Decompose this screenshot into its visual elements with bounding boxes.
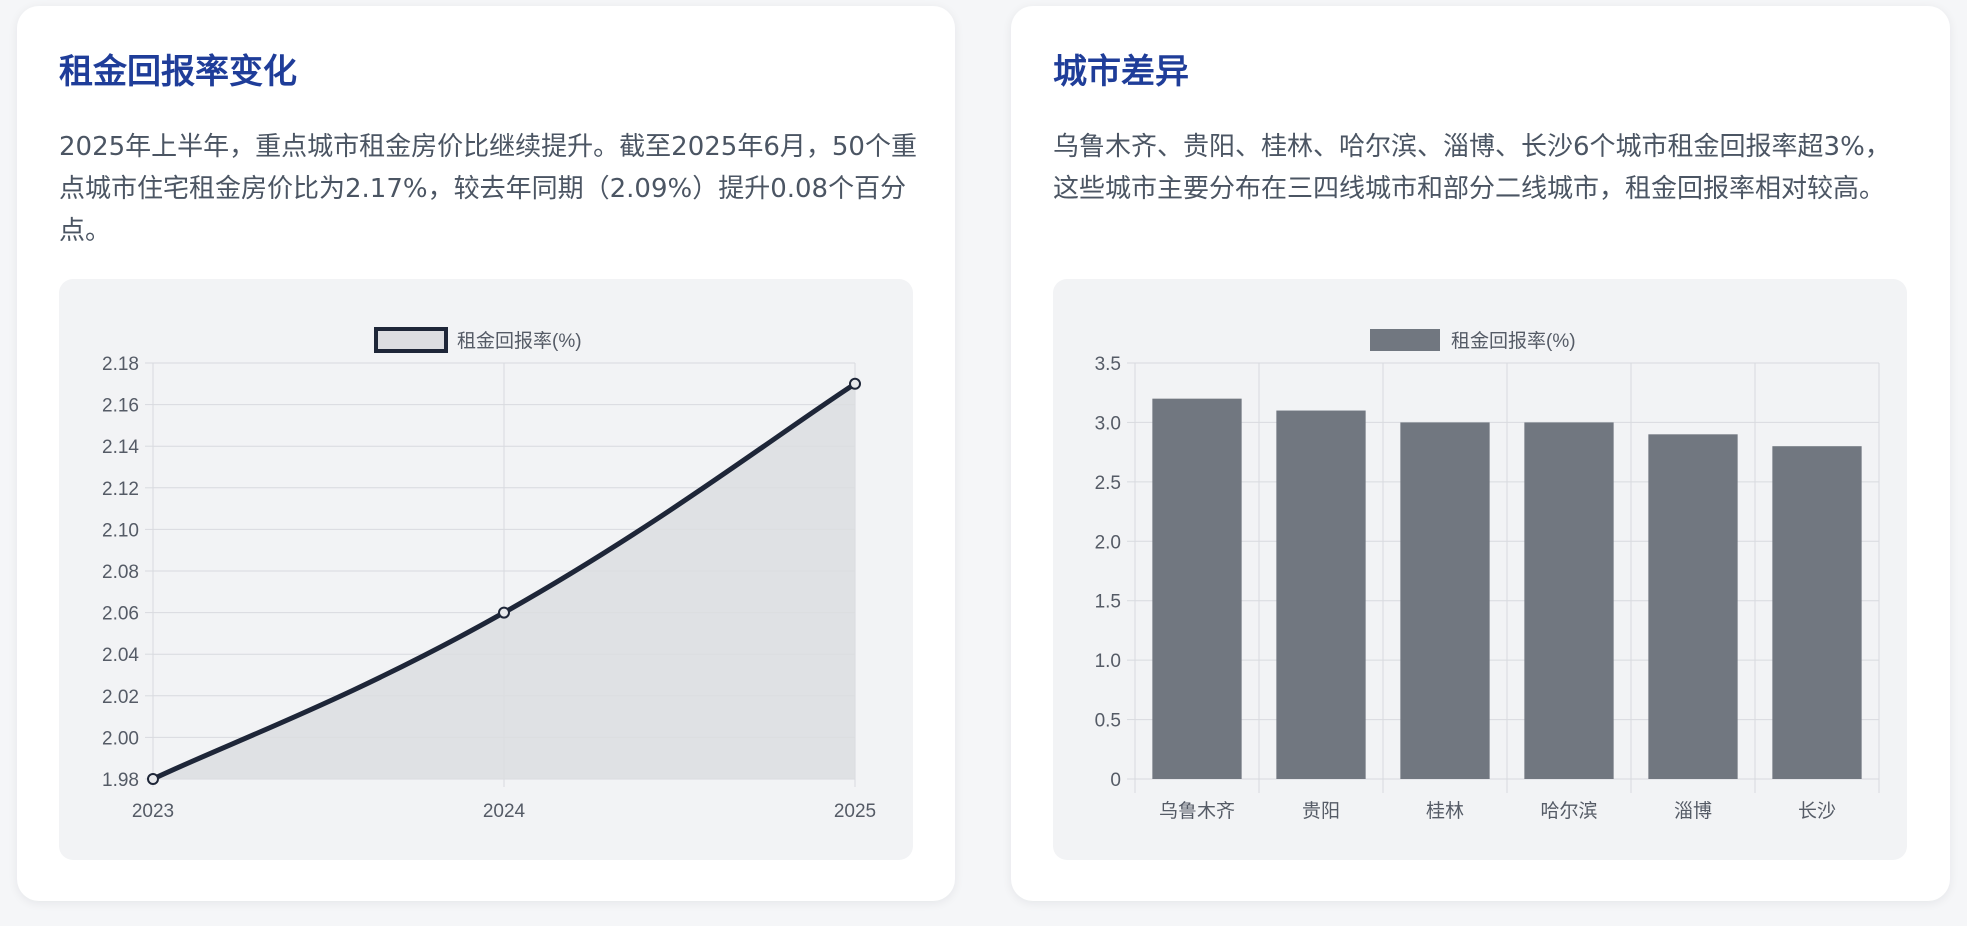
y-tick-label: 2.04: [102, 645, 139, 666]
series-area: [153, 383, 855, 779]
x-tick-label: 2024: [483, 801, 526, 822]
rent-yield-trend-card: 租金回报率变化 2025年上半年，重点城市租金房价比继续提升。截至2025年6月…: [17, 6, 955, 901]
x-tick-label: 2025: [834, 801, 876, 822]
line-chart-container: 2.18 2.16 2.14 2.12 2.10 2.08 2.06 2.04 2.02 2.00…: [59, 279, 913, 860]
y-tick-label: 2.06: [102, 604, 139, 625]
legend-label: 租金回报率(%): [457, 330, 582, 352]
y-tick-label: 0.5: [1095, 711, 1121, 732]
y-tick-label: 2.18: [102, 354, 139, 375]
x-tick-label: 桂林: [1426, 800, 1464, 822]
bar: [1648, 434, 1738, 779]
card-title: 租金回报率变化: [59, 52, 297, 92]
city-difference-card: 城市差异 乌鲁木齐、贵阳、桂林、哈尔滨、淄博、长沙6个城市租金回报率超3%，这些…: [1011, 6, 1950, 901]
bar-chart-container: 3.5 3.0 2.5 2.0 1.5 1.0 0.5 0 乌鲁木齐 贵阳 桂林 哈尔滨 淄博 长沙 租金回…: [1053, 279, 1907, 860]
data-point: [498, 606, 510, 619]
legend-label: 租金回报率(%): [1451, 330, 1576, 352]
y-tick-label: 1.98: [102, 770, 139, 791]
y-tick-label: 2.0: [1095, 532, 1121, 553]
y-tick-label: 1.0: [1095, 651, 1121, 672]
line-chart: 2.18 2.16 2.14 2.12 2.10 2.08 2.06 2.04 2.02 2.00…: [102, 327, 876, 822]
card-description: 乌鲁木齐、贵阳、桂林、哈尔滨、淄博、长沙6个城市租金回报率超3%，这些城市主要分…: [1053, 132, 1891, 204]
y-tick-label: 2.5: [1095, 473, 1121, 494]
data-point: [849, 377, 861, 390]
y-tick-label: 3.5: [1095, 354, 1121, 375]
legend-swatch: [1370, 329, 1440, 351]
y-tick-label: 2.16: [102, 396, 139, 417]
y-tick-label: 1.5: [1095, 592, 1121, 613]
y-tick-label: 2.08: [102, 562, 139, 583]
bar: [1276, 410, 1366, 779]
y-tick-label: 0: [1110, 770, 1121, 791]
bar: [1524, 422, 1614, 779]
y-tick-label: 2.12: [102, 479, 139, 500]
x-tick-label: 2023: [132, 801, 174, 822]
bar: [1400, 422, 1490, 779]
x-tick-label: 贵阳: [1302, 800, 1340, 822]
y-tick-label: 2.00: [102, 728, 139, 749]
x-tick-label: 哈尔滨: [1540, 800, 1597, 822]
data-point: [147, 773, 159, 785]
y-tick-label: 2.14: [102, 437, 139, 458]
legend-swatch: [374, 327, 448, 353]
bar-chart: 3.5 3.0 2.5 2.0 1.5 1.0 0.5 0 乌鲁木齐 贵阳 桂林 哈尔滨 淄博 长沙 租金回…: [1095, 329, 1880, 822]
y-tick-label: 2.02: [102, 687, 139, 708]
bar: [1152, 398, 1242, 779]
x-tick-label: 长沙: [1798, 800, 1836, 822]
x-tick-label: 乌鲁木齐: [1159, 800, 1235, 822]
y-tick-label: 2.10: [102, 520, 139, 541]
card-description: 2025年上半年，重点城市租金房价比继续提升。截至2025年6月，50个重点城市…: [59, 132, 917, 246]
card-title: 城市差异: [1053, 52, 1189, 92]
x-tick-label: 淄博: [1674, 800, 1712, 822]
y-tick-label: 3.0: [1095, 413, 1121, 434]
bar: [1772, 446, 1862, 779]
